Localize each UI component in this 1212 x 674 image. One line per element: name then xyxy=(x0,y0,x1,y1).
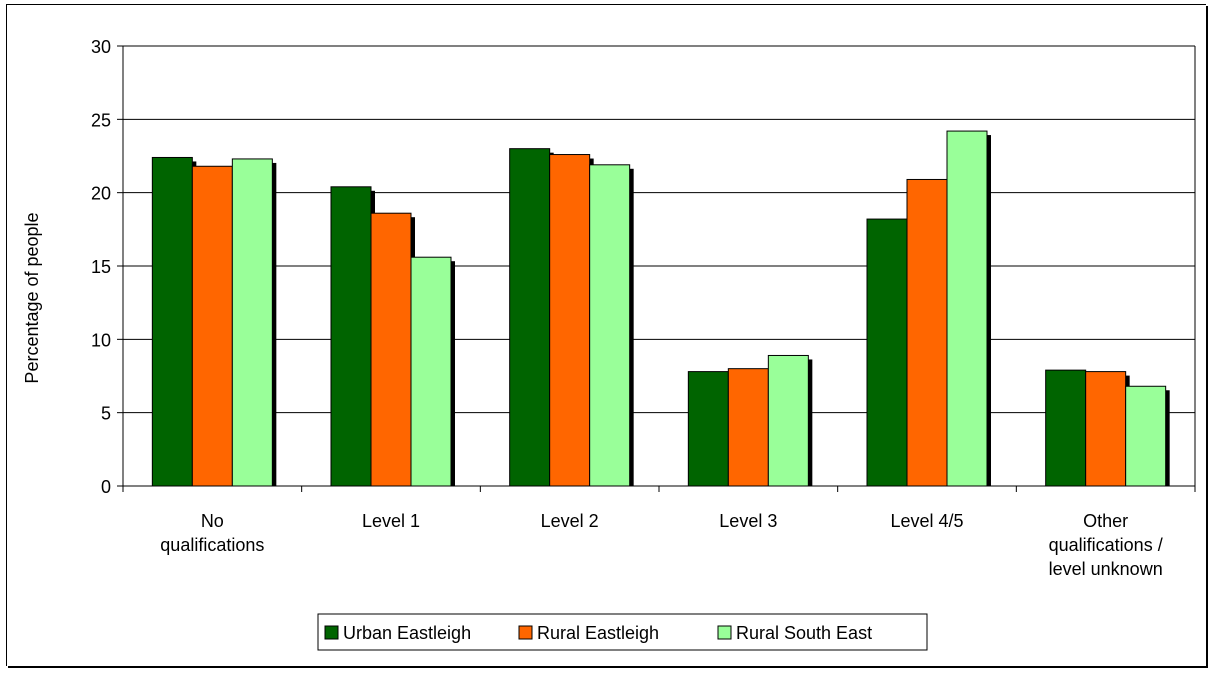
legend-label: Urban Eastleigh xyxy=(343,623,471,643)
y-tick-label: 25 xyxy=(91,110,111,130)
bar xyxy=(370,212,412,487)
legend: Urban Eastleigh Rural Eastleigh Rural Sout… xyxy=(317,613,928,651)
gridlines xyxy=(123,45,1196,486)
x-category-label-line: Level 2 xyxy=(541,511,599,531)
chart-frame: 0 5 10 15 20 25 30 No qualifications Level 1 Level… xyxy=(6,4,1206,666)
bar xyxy=(866,218,908,487)
y-tick-label: 20 xyxy=(91,184,111,204)
x-category-label-line: qualifications xyxy=(160,535,264,555)
x-category-label-line: No xyxy=(201,511,224,531)
bars xyxy=(151,130,1170,487)
x-category-label-line: Level 3 xyxy=(719,511,777,531)
legend-label: Rural Eastleigh xyxy=(537,623,659,643)
x-category-label-line: qualifications / xyxy=(1049,535,1163,555)
legend-box xyxy=(317,613,928,651)
bar xyxy=(589,164,631,487)
bar xyxy=(191,165,233,487)
bar xyxy=(1045,369,1087,487)
x-category-label-line: Other xyxy=(1083,511,1128,531)
legend-swatch xyxy=(324,625,339,640)
bar xyxy=(946,130,988,487)
bar xyxy=(906,178,948,487)
bar-chart: 0 5 10 15 20 25 30 No qualifications Level 1 Level… xyxy=(22,37,1196,651)
y-tick-label: 30 xyxy=(91,37,111,57)
x-category-label: Level 3 xyxy=(719,511,777,531)
legend-swatch xyxy=(518,625,533,640)
y-tick-label: 15 xyxy=(91,257,111,277)
bar xyxy=(231,158,273,487)
y-tick-label: 10 xyxy=(91,330,111,350)
y-tick-label: 5 xyxy=(101,404,111,424)
y-tick-label: 0 xyxy=(101,477,111,497)
x-category-label-line: Level 1 xyxy=(362,511,420,531)
x-category-label: No qualifications xyxy=(160,511,264,555)
bar xyxy=(1085,371,1127,487)
bar xyxy=(767,354,809,487)
x-category-label: Level 2 xyxy=(541,511,599,531)
y-axis-label: Percentage of people xyxy=(22,212,42,383)
bar xyxy=(687,371,729,487)
legend-label: Rural South East xyxy=(736,623,872,643)
axes: 0 5 10 15 20 25 30 No qualifications Level 1 Level… xyxy=(91,37,1196,579)
x-category-label-line: Level 4/5 xyxy=(890,511,963,531)
x-category-label: Level 4/5 xyxy=(890,511,963,531)
x-category-label-line: level unknown xyxy=(1049,559,1163,579)
x-category-label: Level 1 xyxy=(362,511,420,531)
bar xyxy=(1125,385,1167,487)
bar xyxy=(509,148,551,487)
bar xyxy=(151,156,193,487)
x-category-label: Other qualifications / level unknown xyxy=(1049,511,1163,579)
bar xyxy=(549,154,591,487)
bar xyxy=(727,368,769,487)
bar xyxy=(330,186,372,487)
bar xyxy=(410,256,452,487)
legend-swatch xyxy=(717,625,732,640)
